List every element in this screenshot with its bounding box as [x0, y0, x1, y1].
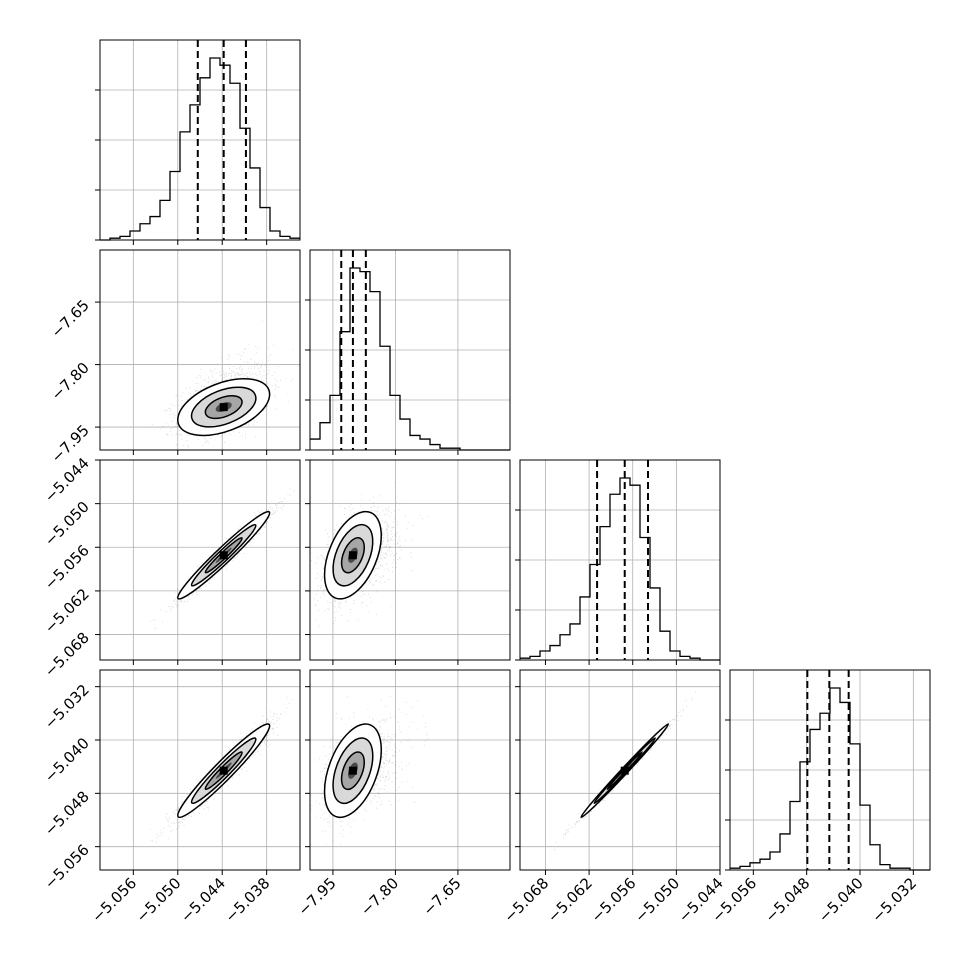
density-peak — [219, 766, 228, 775]
x-tick-label: −5.038 — [222, 874, 274, 926]
y-tick-label: −5.068 — [41, 629, 93, 681]
y-tick-label: −5.048 — [41, 787, 93, 839]
x-tick-label: −7.65 — [420, 874, 465, 919]
x-tick-label: −5.056 — [88, 874, 140, 926]
density-peak — [219, 551, 228, 560]
panel-content — [520, 670, 720, 870]
histogram-step-line — [310, 267, 510, 451]
panel-frame — [99, 669, 301, 871]
y-tick-label: −7.80 — [48, 359, 93, 404]
panel-frame — [519, 669, 721, 871]
y-tick-label: −5.062 — [41, 585, 93, 637]
y-tick-label: −5.040 — [41, 734, 93, 786]
x-tick-label: −5.062 — [544, 874, 596, 926]
y-tick-label: −5.032 — [41, 681, 93, 733]
x-tick-label: −5.044 — [177, 874, 229, 926]
scatter-panel-3-2 — [515, 669, 721, 875]
density-peak — [348, 766, 357, 775]
x-tick-label: −5.056 — [588, 874, 640, 926]
x-tick-label: −5.040 — [815, 874, 867, 926]
panel-content — [100, 460, 300, 660]
panel-frame — [99, 249, 301, 451]
x-tick-label: −5.032 — [868, 874, 920, 926]
panel-frame — [99, 459, 301, 661]
histogram-panel-1 — [305, 249, 511, 455]
x-tick-label: −5.048 — [762, 874, 814, 926]
density-peak — [620, 766, 629, 775]
scatter-panel-2-0 — [95, 459, 301, 665]
histogram-panel-2 — [515, 459, 721, 665]
scatter-panel-1-0 — [95, 249, 301, 455]
histogram-step-line — [520, 477, 720, 661]
y-tick-label: −7.65 — [48, 296, 93, 341]
x-tick-label: −7.80 — [357, 874, 402, 919]
panel-content — [100, 250, 300, 450]
sample-points — [131, 320, 299, 450]
scatter-panel-3-0 — [95, 669, 301, 875]
histogram-step-line — [100, 57, 300, 241]
y-tick-label: −5.056 — [41, 541, 93, 593]
x-tick-label: −5.050 — [133, 874, 185, 926]
histogram-panel-0 — [95, 39, 301, 245]
histogram-panel-3 — [725, 669, 931, 875]
histogram-step-line — [730, 687, 930, 871]
x-tick-label: −7.95 — [295, 874, 340, 919]
scatter-panel-3-1 — [305, 669, 511, 875]
scatter-panel-2-1 — [305, 459, 511, 665]
panel-frame — [309, 669, 511, 871]
density-peak — [348, 551, 357, 560]
panel-content — [100, 670, 300, 870]
density-peak — [219, 403, 228, 412]
y-tick-label: −5.044 — [41, 454, 93, 506]
x-tick-label: −5.050 — [631, 874, 683, 926]
panel-content — [310, 460, 510, 660]
y-tick-label: −5.050 — [41, 498, 93, 550]
x-tick-label: −5.068 — [500, 874, 552, 926]
panel-content — [310, 670, 510, 870]
panel-frame — [309, 459, 511, 661]
y-tick-label: −5.056 — [41, 841, 93, 893]
y-tick-label: −7.95 — [48, 421, 93, 466]
